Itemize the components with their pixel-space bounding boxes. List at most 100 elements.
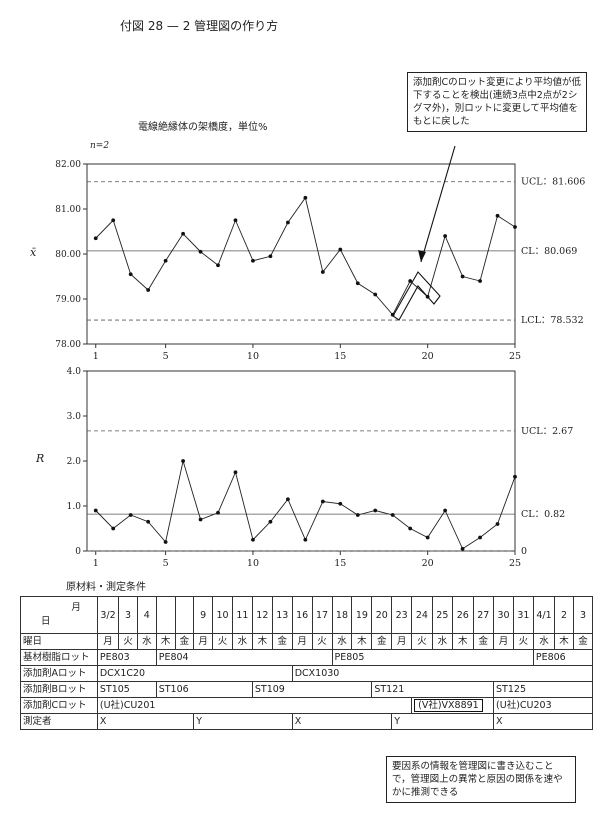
highlight-outline xyxy=(392,271,441,321)
lot-cell: X xyxy=(96,713,195,730)
xbar-data-point xyxy=(216,263,220,268)
xbar-data-point xyxy=(285,220,290,225)
date-cell: 16 xyxy=(291,596,313,634)
lot-cell: PE805 xyxy=(331,649,534,666)
weekday-cell: 水 xyxy=(532,633,556,650)
weekday-cell: 月 xyxy=(391,633,413,650)
date-cell: 27 xyxy=(472,596,495,634)
xbar-ytick-label: 81.00 xyxy=(55,205,81,215)
xbar-data-point xyxy=(495,213,500,218)
date-cell: 10 xyxy=(212,596,233,634)
weekday-cell: 水 xyxy=(136,633,157,650)
table-row: 基材樹脂ロット PE803 PE804 PE805 PE806 xyxy=(20,649,593,666)
date-cell: 13 xyxy=(271,596,293,634)
xbar-cl-label: CL：80.069 xyxy=(521,246,577,257)
range-ytick-label: 4.0 xyxy=(67,367,82,377)
date-cell: 30 xyxy=(493,596,514,634)
range-data-point xyxy=(338,501,343,506)
date-cell: 4/1 xyxy=(532,596,556,634)
row-label: 基材樹脂ロット xyxy=(20,649,98,666)
range-ytick-label: 0 xyxy=(75,547,81,557)
range-data-point xyxy=(285,497,290,502)
weekday-cell: 火 xyxy=(212,633,233,650)
weekday-cell: 木 xyxy=(251,633,273,650)
xbar-data-point xyxy=(355,281,360,286)
xbar-data-point xyxy=(338,247,343,252)
xbar-xtick-label: 25 xyxy=(509,351,521,362)
table-row: 添加剤Bロット ST105 ST106 ST109 ST121 ST125 xyxy=(20,681,593,698)
lot-cell: ST121 xyxy=(371,681,495,698)
date-cell: 31 xyxy=(512,596,534,634)
weekday-cell: 木 xyxy=(452,633,474,650)
range-xtick-label: 15 xyxy=(334,558,346,569)
highlighted-lot: (V社)VX8891 xyxy=(414,698,483,712)
lot-cell: ST125 xyxy=(493,681,593,698)
xbar-data-point xyxy=(163,258,168,263)
date-cell: 23 xyxy=(391,596,413,634)
range-data-point xyxy=(93,508,98,513)
date-cell: 4 xyxy=(136,596,157,634)
page-title: 付図 28 — 2 管理図の作り方 xyxy=(120,18,278,33)
range-data-point xyxy=(303,537,308,542)
date-cell: 3 xyxy=(118,596,138,634)
xbar-data-point xyxy=(233,218,238,223)
xbar-data-point xyxy=(513,225,517,229)
date-cell: 2 xyxy=(554,596,574,634)
control-chart: 付図 28 — 2 管理図の作り方 電線絶縁体の架橋度，単位% n=2 x̄ 7… xyxy=(30,18,585,593)
xbar-lcl-label: LCL：78.532 xyxy=(521,315,584,326)
lot-cell: ST106 xyxy=(155,681,253,698)
date-cell: 3 xyxy=(572,596,593,634)
range-data-point xyxy=(443,508,448,513)
weekday-cell: 火 xyxy=(311,633,333,650)
range-data-point xyxy=(513,474,517,479)
month-header: 月 xyxy=(71,602,81,613)
weekday-cell: 月 xyxy=(493,633,514,650)
row-label: 添加剤Aロット xyxy=(20,665,98,682)
table-row: 添加剤Cロット (U社)CU201 (V社)VX8891 (U社)CU203 xyxy=(20,697,593,714)
weekday-cell: 金 xyxy=(174,633,195,650)
range-xtick-label: 25 xyxy=(509,558,521,569)
range-data-point xyxy=(425,535,430,540)
range-xtick-label: 20 xyxy=(422,558,434,569)
xbar-xtick-label: 20 xyxy=(422,351,434,362)
lot-cell: (U社)CU203 xyxy=(493,697,593,714)
range-data-point xyxy=(198,517,203,522)
range-data-point xyxy=(163,540,168,544)
day-header: 日 xyxy=(41,616,51,627)
table-row: 測定者 X Y X Y X xyxy=(20,713,593,730)
xbar-data-point xyxy=(460,274,465,279)
weekday-cell: 水 xyxy=(431,633,454,650)
xbar-data-point xyxy=(320,270,325,274)
date-cell: 26 xyxy=(452,596,474,634)
weekday-cell: 金 xyxy=(271,633,293,650)
conditions-table: 月日 3/2 3 4 9 10 11 12 13 16 17 18 19 20 23 24 25 26 27 30 31… xyxy=(20,596,593,730)
range-data-point xyxy=(460,546,465,551)
lot-cell: PE804 xyxy=(155,649,333,666)
lot-cell: (V社)VX8891 xyxy=(411,697,495,714)
date-cell: 12 xyxy=(251,596,273,634)
lot-cell: Y xyxy=(193,713,293,730)
range-cl-label: CL：0.82 xyxy=(521,509,565,520)
range-xtick-label: 5 xyxy=(163,558,169,569)
date-cell: 19 xyxy=(351,596,373,634)
range-data-point xyxy=(233,470,238,475)
xbar-ytick-label: 78.00 xyxy=(55,340,81,350)
weekday-cell: 水 xyxy=(331,633,353,650)
xbar-series-line xyxy=(95,196,516,316)
date-cell: 24 xyxy=(411,596,433,634)
lot-cell: PE806 xyxy=(532,649,593,666)
xbar-axis-label: x̄ xyxy=(30,246,37,259)
weekday-cell: 金 xyxy=(572,633,593,650)
lot-cell: DCX1C20 xyxy=(96,665,293,682)
date-cell: 9 xyxy=(193,596,214,634)
date-cell xyxy=(155,596,176,634)
weekday-cell: 木 xyxy=(155,633,176,650)
xbar-data-point xyxy=(408,279,413,283)
xbar-data-point xyxy=(373,292,378,297)
weekday-cell: 火 xyxy=(512,633,534,650)
xbar-chart-title: 電線絶縁体の架橋度，単位% xyxy=(138,120,268,133)
xbar-data-point xyxy=(93,236,98,241)
xbar-ytick-label: 82.00 xyxy=(55,160,81,170)
date-cell xyxy=(174,596,195,634)
xbar-xtick-label: 1 xyxy=(93,351,99,362)
